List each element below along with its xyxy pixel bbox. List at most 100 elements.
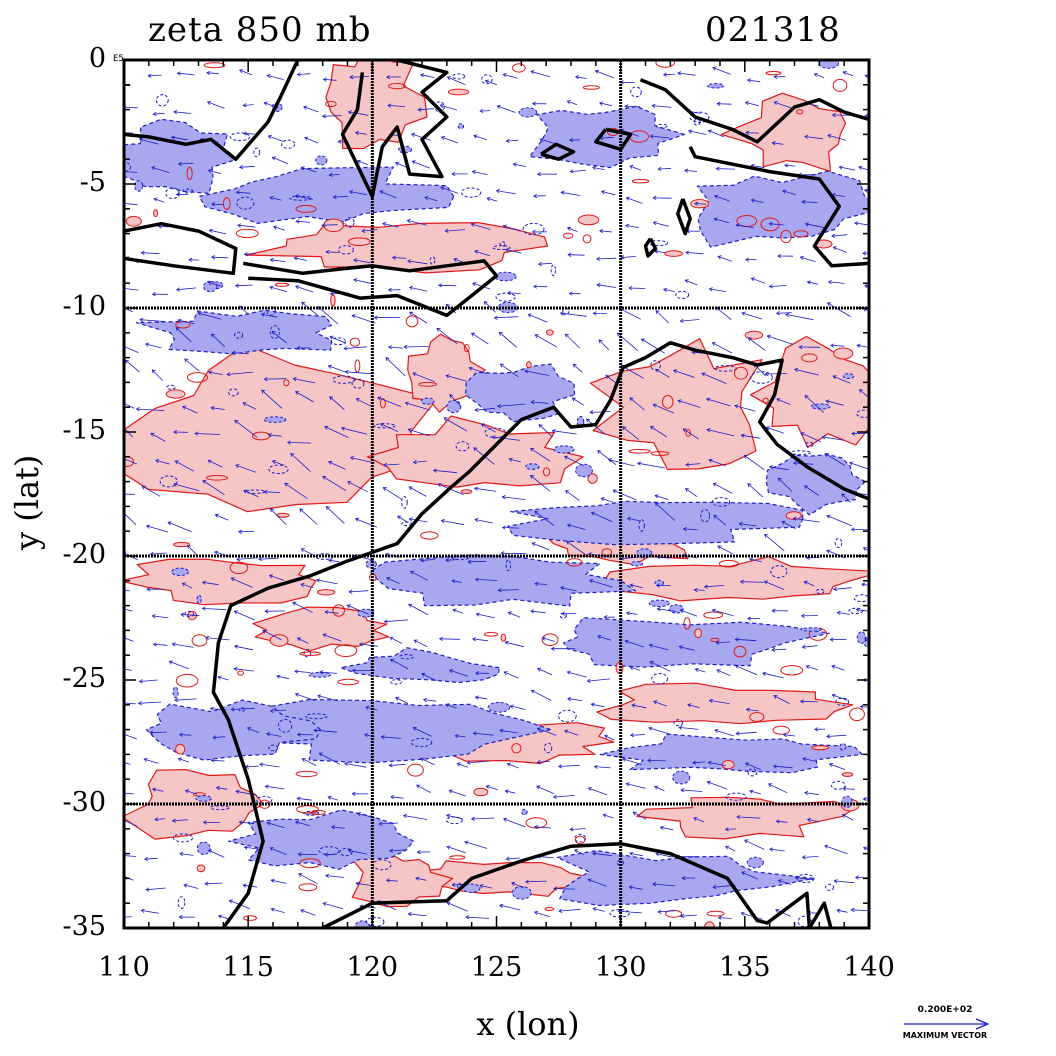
wind-vector-head <box>536 727 541 732</box>
wind-vector-head <box>260 312 266 317</box>
wind-vector-head <box>151 369 156 374</box>
wind-vector <box>832 375 851 384</box>
wind-vector-head <box>558 908 563 913</box>
wind-vector-head <box>682 526 687 532</box>
wind-vector <box>341 427 368 435</box>
wind-vector <box>392 257 407 259</box>
wind-vector-head <box>541 636 546 641</box>
wind-vector <box>631 704 647 709</box>
x-tick-label: 115 <box>222 952 274 983</box>
wind-vector-head <box>750 277 755 282</box>
wind-vector-head <box>593 764 598 769</box>
wind-vector <box>530 475 550 492</box>
wind-vector-head <box>115 872 119 875</box>
wind-vector-head <box>649 426 655 430</box>
wind-vector <box>530 448 551 462</box>
wind-vector <box>124 512 137 526</box>
wind-vector <box>124 589 131 592</box>
wind-vector <box>807 819 820 823</box>
wind-vector <box>449 394 462 407</box>
wind-vector-head <box>394 161 400 166</box>
wind-vector-head <box>384 552 390 557</box>
wind-vector-head <box>803 580 808 585</box>
wind-vector <box>445 559 457 561</box>
wind-vector <box>834 880 855 884</box>
positive-contour <box>407 763 424 777</box>
wind-vector-head <box>692 760 697 765</box>
wind-vector <box>712 609 734 617</box>
wind-vector-head <box>211 202 216 207</box>
wind-vector <box>409 311 428 324</box>
wind-vector-head <box>768 221 773 227</box>
wind-vector-head <box>505 856 510 861</box>
wind-vector-head <box>116 343 120 346</box>
wind-vector-head <box>272 225 278 230</box>
positive-contour <box>473 787 489 797</box>
wind-vector <box>601 497 613 503</box>
positive-contour <box>205 475 229 481</box>
negative-contour <box>856 409 869 418</box>
wind-vector-head <box>744 762 750 767</box>
wind-vector-head <box>624 639 629 644</box>
wind-vector <box>167 521 192 533</box>
wind-vector <box>769 223 784 226</box>
wind-vector <box>412 372 435 383</box>
wind-vector <box>323 634 342 642</box>
wind-vector-head <box>631 703 636 708</box>
wind-vector <box>773 765 793 769</box>
wind-vector <box>592 167 605 170</box>
wind-vector-head <box>303 105 308 110</box>
negative-contour <box>706 83 725 89</box>
positive-contour <box>334 644 358 657</box>
wind-vector <box>187 545 198 556</box>
wind-vector-head <box>805 664 810 669</box>
wind-vector-head <box>724 845 730 850</box>
wind-vector <box>211 759 225 762</box>
wind-vector <box>124 427 133 438</box>
wind-vector-head <box>508 457 513 462</box>
wind-vector <box>828 281 845 284</box>
positive-contour <box>546 329 554 336</box>
wind-vector <box>682 428 699 440</box>
wind-vector <box>317 695 338 702</box>
wind-vector <box>269 575 285 581</box>
negative-contour <box>834 538 843 548</box>
wind-vector <box>552 430 577 435</box>
wind-vector <box>146 887 166 891</box>
wind-vector-head <box>512 162 517 167</box>
wind-vector-head <box>629 583 634 588</box>
wind-vector-head <box>445 813 451 818</box>
wind-vector-head <box>629 397 634 402</box>
negative-contour <box>253 147 261 158</box>
wind-vector-head <box>801 855 806 860</box>
negative-contour <box>648 599 670 607</box>
wind-vector <box>234 420 258 438</box>
wind-vector <box>590 411 611 413</box>
wind-vector-head <box>234 419 239 424</box>
negative-contour <box>177 896 186 909</box>
wind-vector-head <box>112 397 116 400</box>
wind-vector-head <box>446 901 451 906</box>
wind-vector <box>141 252 160 255</box>
wind-vector-head <box>330 825 336 830</box>
wind-vector <box>438 284 457 287</box>
wind-vector-head <box>209 706 214 711</box>
wind-vector <box>475 696 488 700</box>
wind-vector-head <box>677 399 682 404</box>
wind-vector-head <box>679 609 684 614</box>
wind-vector-head <box>707 129 712 134</box>
wind-vector-head <box>284 482 289 487</box>
wind-vector <box>144 857 158 860</box>
wind-vector <box>693 817 705 823</box>
wind-vector-head <box>207 849 213 854</box>
wind-vector-head <box>440 518 445 524</box>
x-tick-label: 125 <box>470 952 523 983</box>
wind-vector <box>807 281 819 285</box>
wind-vector-head <box>408 517 413 522</box>
wind-vector <box>441 520 465 526</box>
negative-contour <box>816 588 825 595</box>
wind-vector-head <box>424 196 429 201</box>
wind-vector <box>764 581 785 590</box>
wind-vector <box>802 856 819 858</box>
wind-vector-head <box>586 678 591 683</box>
